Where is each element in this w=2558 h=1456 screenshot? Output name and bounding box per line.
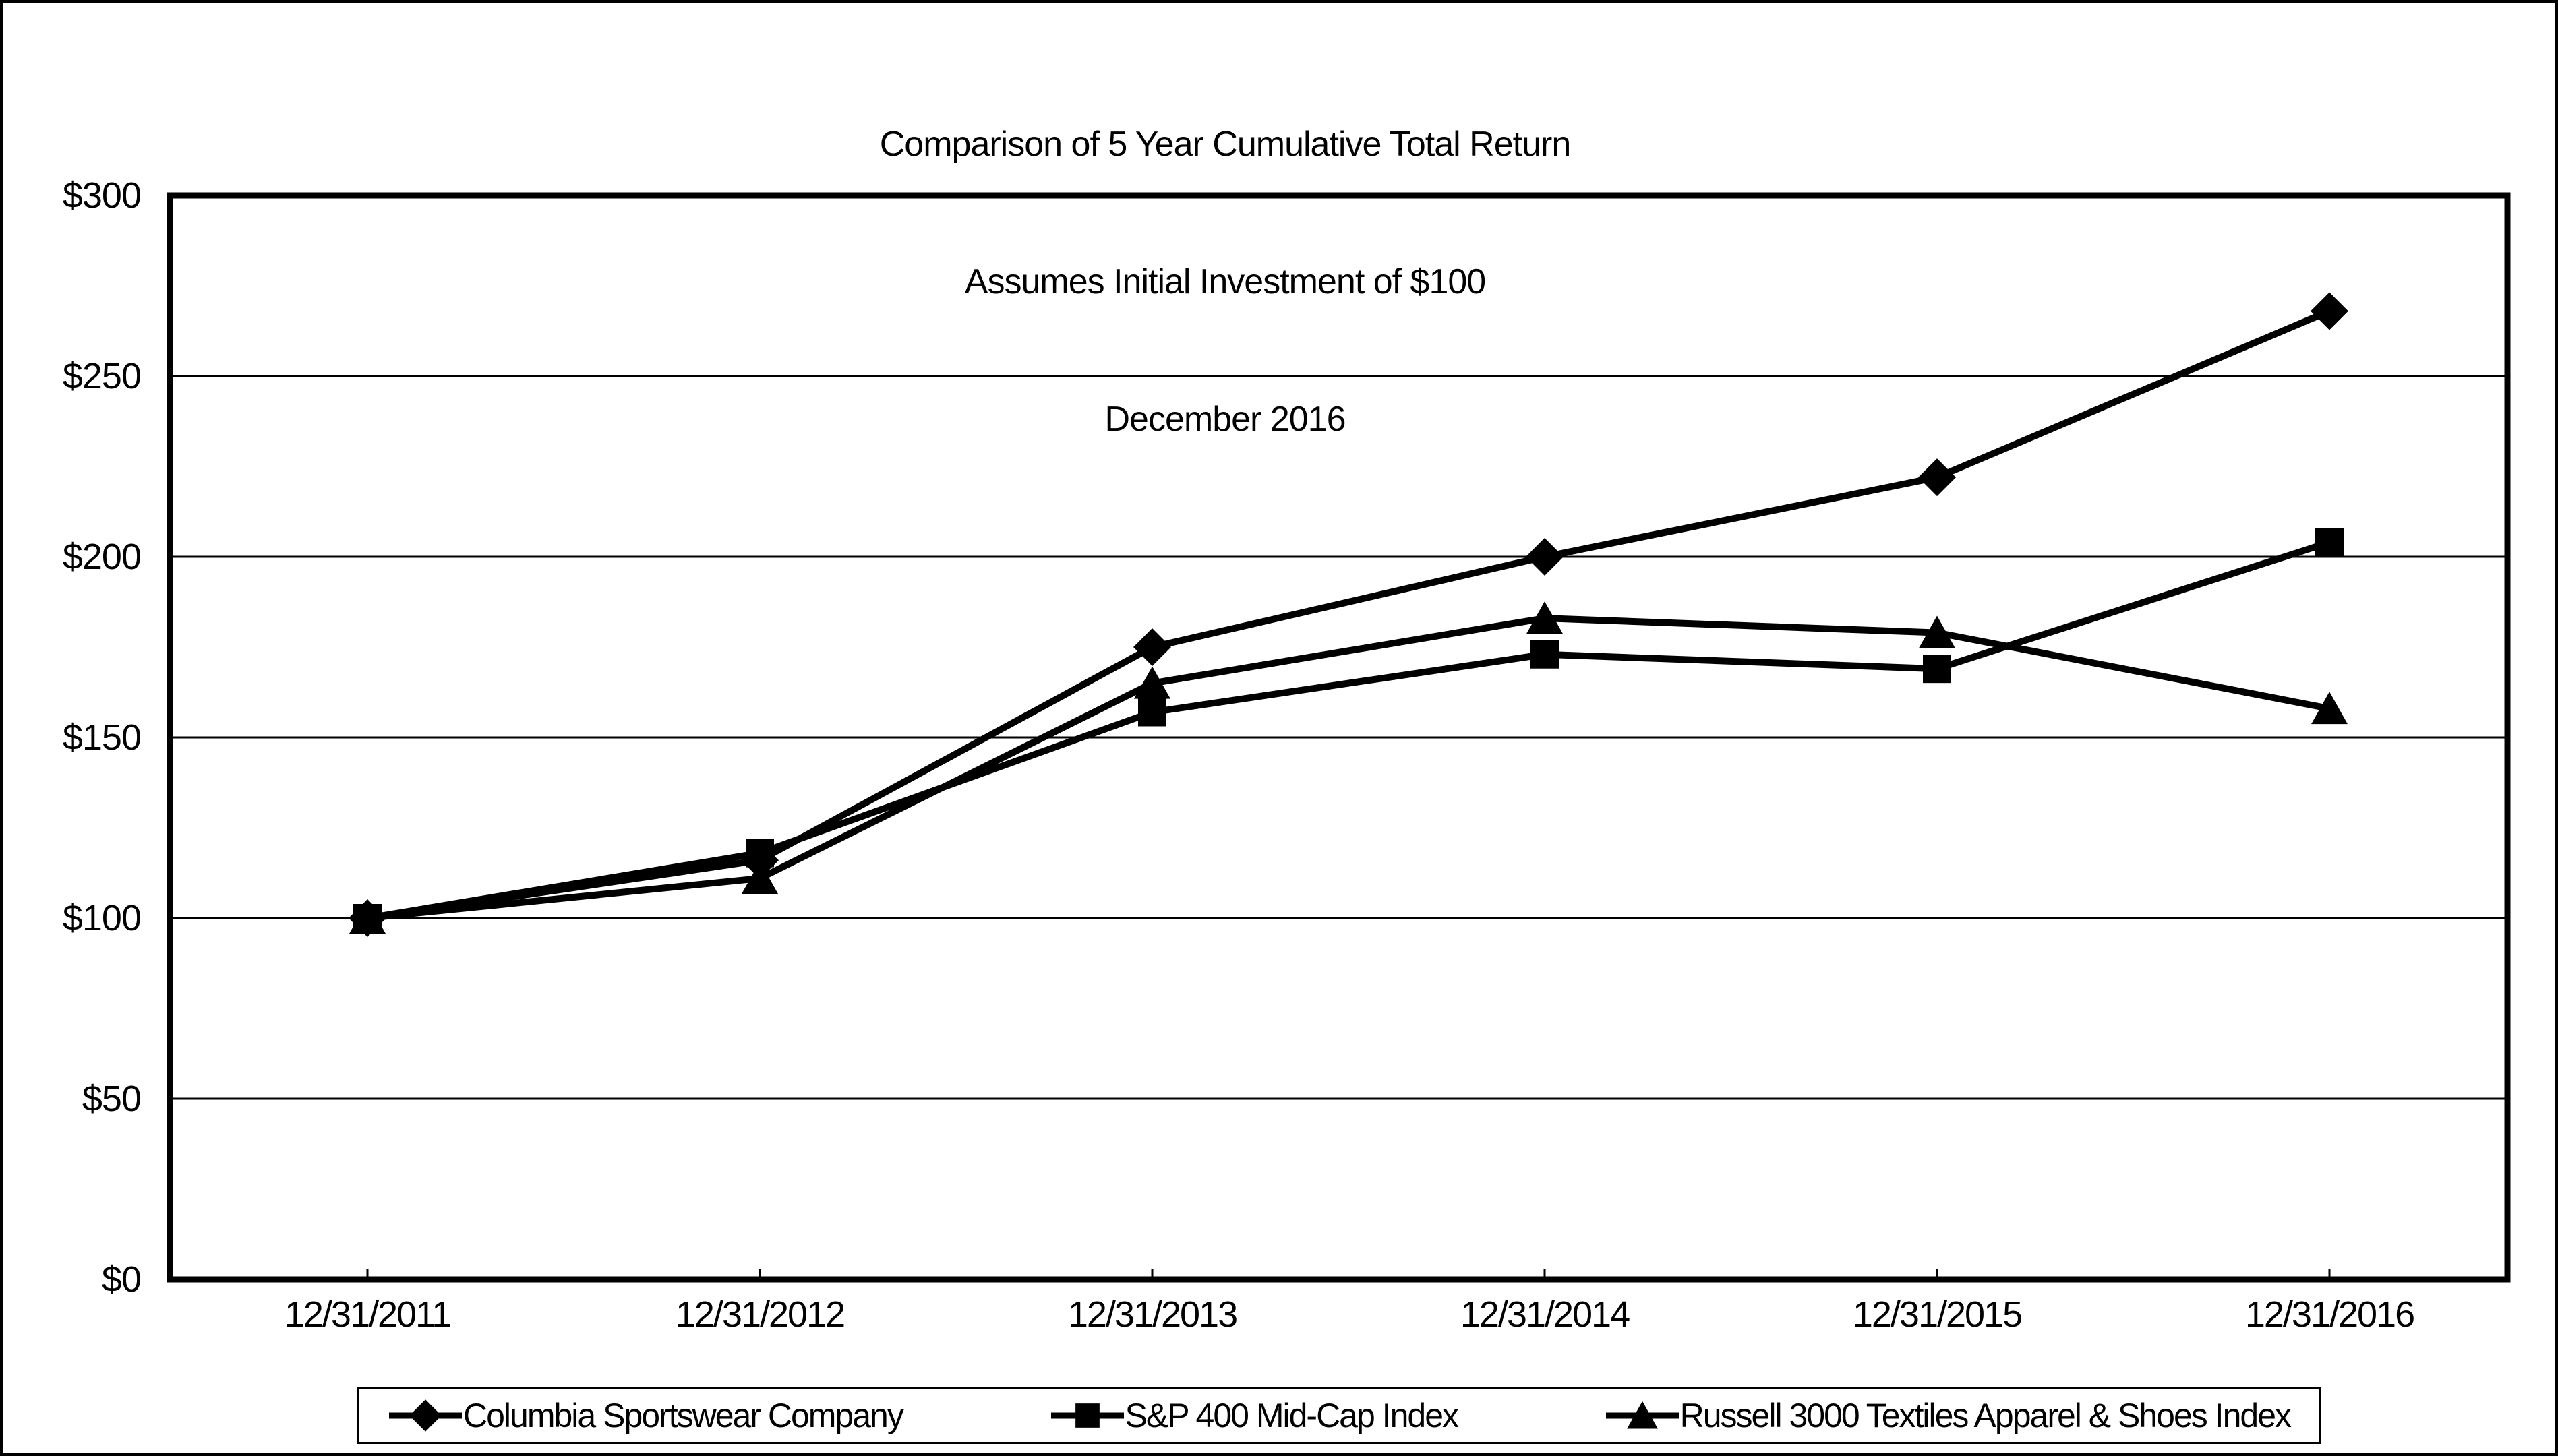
y-axis-tick-label-100: $100 bbox=[62, 898, 142, 938]
chart-title-line-2: Assumes Initial Investment of $100 bbox=[964, 262, 1486, 301]
legend-triangle-marker-icon bbox=[1605, 1401, 1679, 1429]
x-axis-tick-label-2016: 12/31/2016 bbox=[2244, 1294, 2415, 1335]
legend-item-russell: Russell 3000 Textiles Apparel & Shoes In… bbox=[1605, 1396, 2292, 1435]
y-axis-tick-label-50: $50 bbox=[82, 1079, 142, 1119]
legend-label-columbia: Columbia Sportswear Company bbox=[463, 1397, 904, 1434]
legend-label-sp400: S&P 400 Mid-Cap Index bbox=[1125, 1397, 1459, 1434]
x-axis-tick-label-2015: 12/31/2015 bbox=[1852, 1294, 2023, 1335]
legend-square-marker-icon bbox=[1050, 1403, 1124, 1428]
legend-label-russell: Russell 3000 Textiles Apparel & Shoes In… bbox=[1679, 1397, 2292, 1434]
x-axis-tick-label-2013: 12/31/2013 bbox=[1067, 1294, 1238, 1335]
y-axis-tick-label-200: $200 bbox=[62, 537, 142, 577]
x-axis-tick-label-2012: 12/31/2012 bbox=[675, 1294, 845, 1335]
y-axis-tick-label-300: $300 bbox=[62, 175, 142, 216]
legend: Columbia Sportswear Company S&P 400 Mid-… bbox=[357, 1387, 2321, 1444]
x-axis-tick-label-2014: 12/31/2014 bbox=[1460, 1294, 1630, 1335]
legend-diamond-marker-icon bbox=[389, 1399, 462, 1432]
chart-title-line-1: Comparison of 5 Year Cumulative Total Re… bbox=[879, 125, 1572, 164]
x-axis-tick-label-2011: 12/31/2011 bbox=[284, 1294, 452, 1335]
y-axis-tick-label-0: $0 bbox=[101, 1259, 142, 1300]
legend-item-sp400: S&P 400 Mid-Cap Index bbox=[1050, 1396, 1459, 1435]
plot-area bbox=[167, 192, 2511, 1283]
chart-title: Comparison of 5 Year Cumulative Total Re… bbox=[3, 30, 2447, 534]
chart-title-line-3: December 2016 bbox=[1104, 400, 1346, 439]
y-axis-tick-label-250: $250 bbox=[62, 356, 142, 396]
y-axis-tick-label-150: $150 bbox=[62, 717, 142, 758]
legend-item-columbia: Columbia Sportswear Company bbox=[388, 1396, 904, 1435]
